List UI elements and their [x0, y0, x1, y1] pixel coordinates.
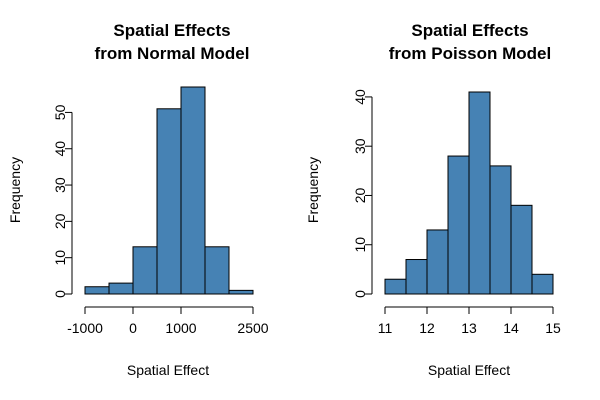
poisson-model-panel: Spatial Effects from Poisson Model Frequ… — [305, 21, 561, 378]
poisson-y-tick-label: 10 — [352, 237, 368, 253]
poisson-bar-2 — [426, 229, 449, 295]
normal-histogram-marks: 0 10 20 30 40 50 -1000 0 1000 2500 — [52, 86, 269, 336]
poisson-bar-4 — [468, 91, 491, 295]
normal-x-axis-label: Spatial Effect — [127, 362, 209, 378]
normal-x-tick-label: 2500 — [237, 320, 268, 336]
normal-bar-3 — [156, 108, 182, 295]
normal-bar-6 — [228, 289, 254, 295]
poisson-bar-5 — [489, 165, 512, 295]
normal-bar-4 — [180, 86, 206, 295]
poisson-chart-title-line1: Spatial Effects — [411, 21, 528, 40]
poisson-x-tick-label: 13 — [461, 320, 477, 336]
poisson-bar-1 — [405, 259, 428, 295]
normal-chart-title-line1: Spatial Effects — [113, 21, 230, 40]
normal-bar-5 — [204, 246, 230, 295]
normal-y-tick-label: 50 — [52, 104, 68, 120]
poisson-y-tick-label: 0 — [352, 290, 368, 298]
normal-x-tick-label: -1000 — [67, 320, 103, 336]
normal-chart-title-line2: from Normal Model — [95, 44, 250, 63]
poisson-y-axis-label: Frequency — [305, 157, 321, 223]
poisson-histogram-marks: 0 10 20 30 40 11 12 13 14 15 — [352, 89, 561, 336]
normal-bar-2 — [132, 246, 158, 295]
normal-y-axis-label: Frequency — [7, 157, 23, 223]
poisson-bar-0 — [384, 278, 407, 295]
normal-model-panel: Spatial Effects from Normal Model Freque… — [7, 21, 269, 378]
normal-y-tick-label: 40 — [52, 141, 68, 157]
poisson-x-tick-label: 15 — [545, 320, 561, 336]
normal-bar-0 — [84, 286, 110, 295]
poisson-y-tick-label: 20 — [352, 187, 368, 203]
poisson-chart-title-line2: from Poisson Model — [389, 44, 551, 63]
poisson-x-axis-label: Spatial Effect — [428, 362, 510, 378]
normal-bar-1 — [108, 282, 134, 295]
normal-y-tick-label: 30 — [52, 177, 68, 193]
poisson-y-tick-label: 30 — [352, 138, 368, 154]
poisson-x-tick-label: 11 — [378, 320, 393, 336]
normal-x-tick-label: 1000 — [165, 320, 196, 336]
normal-x-tick-label: 0 — [129, 320, 137, 336]
normal-y-tick-label: 20 — [52, 213, 68, 229]
normal-y-tick-label: 10 — [52, 250, 68, 266]
poisson-bar-3 — [447, 155, 470, 295]
poisson-y-tick-label: 40 — [352, 89, 368, 105]
poisson-x-tick-label: 14 — [503, 320, 519, 336]
poisson-bar-6 — [510, 204, 533, 295]
poisson-x-tick-label: 12 — [419, 320, 435, 336]
poisson-bar-7 — [531, 273, 554, 295]
normal-y-tick-label: 0 — [52, 290, 68, 298]
